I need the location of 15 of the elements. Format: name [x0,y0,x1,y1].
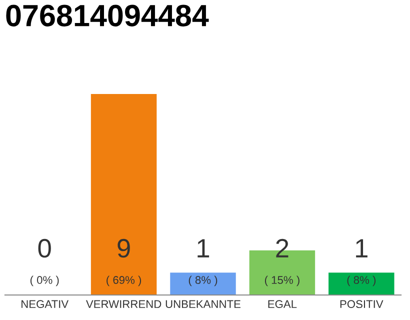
data-label: 9 [118,238,130,258]
annotation: ( 69% ) [106,276,142,286]
x-tick-label: UNBEKANNTE [166,300,240,308]
data-label: 0 [38,238,51,258]
data-label: 1 [198,239,210,258]
annotation: ( 8% ) [347,276,376,286]
x-tick-label: NEGATIV [22,300,69,308]
x-tick-label: VERWIRREND [86,300,162,308]
chart-title: 076814094484 [6,4,209,26]
x-tick-label: EGAL [268,300,297,308]
data-label: 1 [356,239,368,258]
annotation: ( 0% ) [30,276,59,286]
annotation: ( 8% ) [188,276,218,286]
x-tick-label: POSITIV [340,300,384,308]
annotation: ( 15% ) [264,276,300,286]
